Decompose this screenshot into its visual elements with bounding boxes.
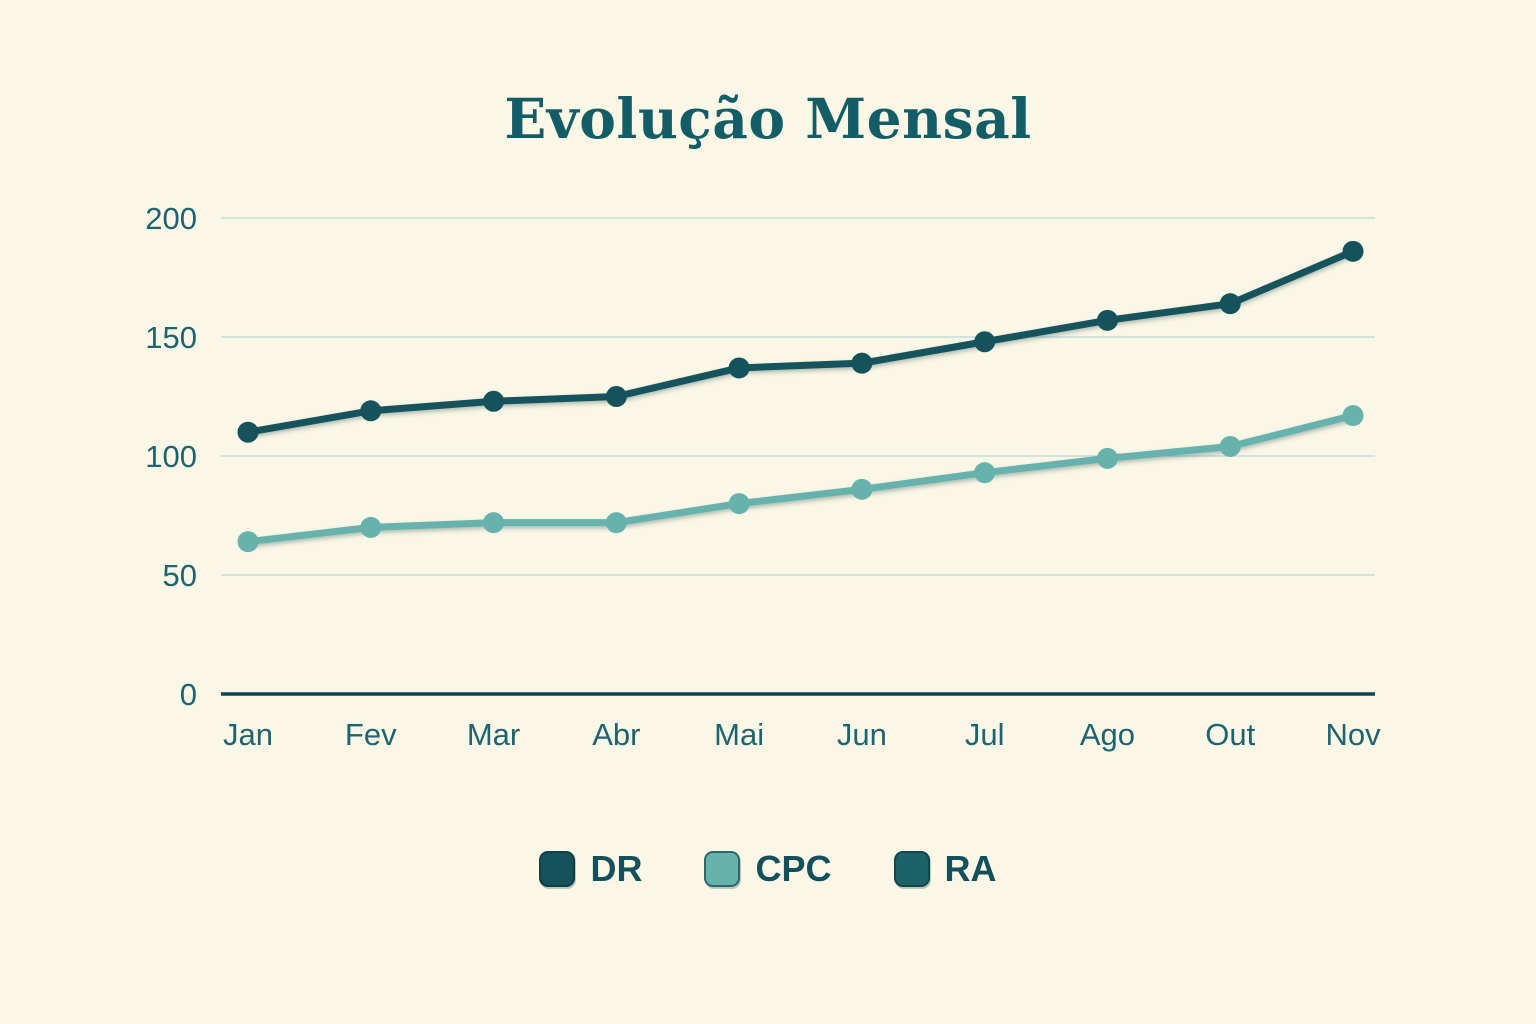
data-series-lines <box>244 247 1357 546</box>
legend-label-dr: DR <box>590 848 643 889</box>
data-point-dr <box>605 386 627 407</box>
data-point-dr <box>974 331 996 353</box>
legend-item-ra: RA <box>893 848 997 890</box>
series-line-cpc <box>244 412 1357 546</box>
data-point-cpc <box>728 493 750 515</box>
line-chart-plot-area: 0 50 100 150 200 Jan Fev Mar Abr Mai Jun Jul Ago Out… <box>145 201 1381 752</box>
legend-swatch-ra <box>893 851 930 887</box>
data-point-dr <box>1219 293 1241 315</box>
y-tick-label: 200 <box>145 201 197 236</box>
x-month-label: Out <box>1205 717 1255 752</box>
x-month-label: Ago <box>1080 717 1135 752</box>
chart-title: Evolução Mensal <box>504 86 1032 151</box>
y-tick-label: 50 <box>163 558 197 593</box>
data-point-dr <box>728 357 750 379</box>
chart-legend: DR CPC RA <box>0 848 1536 890</box>
data-point-cpc <box>360 516 382 538</box>
series-line-dr <box>244 247 1357 436</box>
data-point-cpc <box>483 512 505 534</box>
data-point-cpc <box>605 512 627 534</box>
y-tick-label: 100 <box>145 439 197 474</box>
x-month-label: Abr <box>592 717 640 752</box>
legend-swatch-dr <box>539 851 576 887</box>
legend-label-ra: RA <box>944 848 997 889</box>
data-point-cpc <box>237 531 259 553</box>
legend-swatch-cpc <box>704 851 741 887</box>
x-month-label: Jun <box>837 717 887 752</box>
data-point-cpc <box>1096 447 1118 469</box>
x-month-label: Jul <box>965 717 1005 752</box>
data-point-dr <box>1342 240 1364 262</box>
data-point-dr <box>483 390 505 412</box>
x-month-label: Jan <box>223 717 273 752</box>
y-axis-tick-labels: 0 50 100 150 200 <box>145 201 197 712</box>
x-axis-month-labels: Jan Fev Mar Abr Mai Jun Jul Ago Out Nov <box>223 717 1381 752</box>
data-point-dr <box>237 421 259 443</box>
legend-item-cpc: CPC <box>704 848 832 890</box>
y-tick-label: 150 <box>145 320 197 355</box>
legend-item-dr: DR <box>539 848 642 890</box>
y-tick-label: 0 <box>180 677 197 712</box>
x-month-label: Fev <box>345 717 397 752</box>
data-point-dr <box>851 352 873 374</box>
data-point-dr <box>360 400 382 422</box>
data-point-cpc <box>1219 435 1241 457</box>
data-series-points <box>237 240 1364 553</box>
x-month-label: Mai <box>714 717 764 752</box>
data-point-dr <box>1096 309 1118 331</box>
x-month-label: Nov <box>1325 717 1381 752</box>
y-gridlines <box>221 217 1375 696</box>
legend-label-cpc: CPC <box>755 848 832 889</box>
data-point-cpc <box>1342 405 1364 427</box>
x-month-label: Mar <box>467 717 520 752</box>
data-point-cpc <box>851 478 873 500</box>
data-point-cpc <box>974 462 996 484</box>
